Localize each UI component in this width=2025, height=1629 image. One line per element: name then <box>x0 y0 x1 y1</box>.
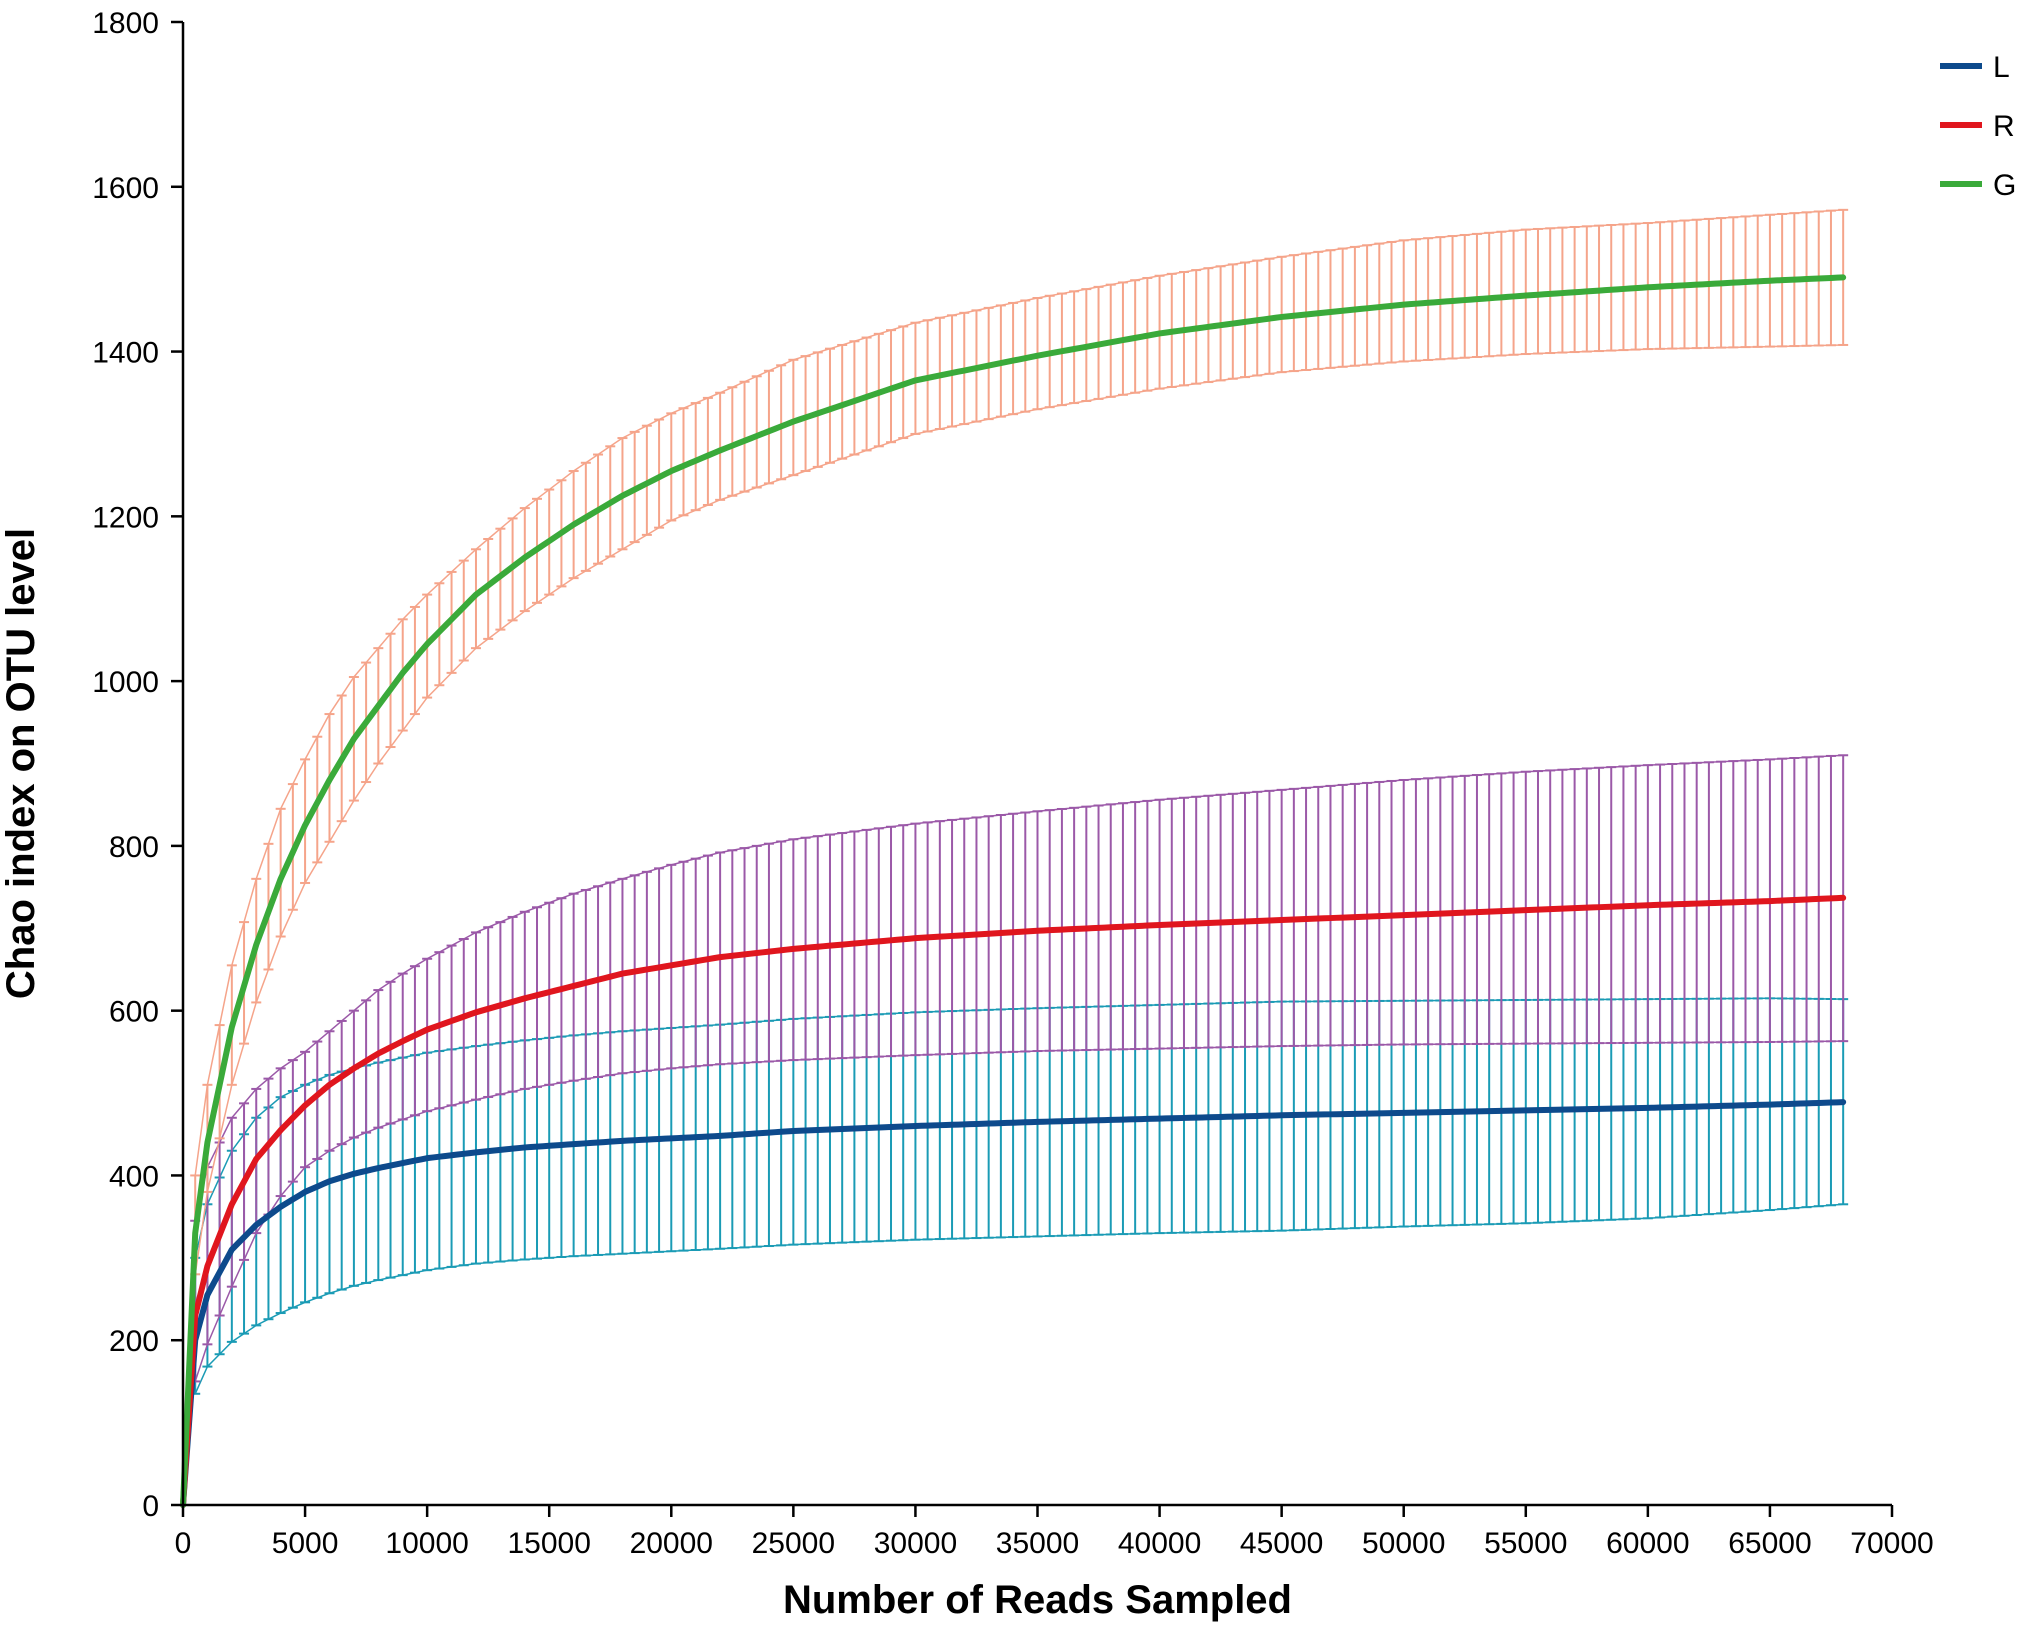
series-line-G <box>180 274 1847 1508</box>
y-tick-label: 1400 <box>92 337 159 370</box>
x-ticks: 0 5000 10000 15000 20000 25000 30000 35000 40000… <box>175 1505 1934 1560</box>
y-ticks: 0 200 400 600 800 1000 1200 1400 1600 1800 <box>92 7 183 1523</box>
error-envelope-lower <box>194 1203 1844 1395</box>
x-tick-label: 65000 <box>1728 1527 1811 1560</box>
y-tick-label: 200 <box>109 1325 159 1358</box>
series-line-R <box>180 894 1847 1508</box>
y-tick-label: 1000 <box>92 666 159 699</box>
x-tick-label: 0 <box>175 1527 192 1560</box>
x-tick-label: 25000 <box>752 1527 835 1560</box>
error-envelope-lower <box>194 344 1844 1275</box>
x-tick-label: 35000 <box>996 1527 1079 1560</box>
x-tick-label: 5000 <box>272 1527 339 1560</box>
x-tick-label: 45000 <box>1240 1527 1323 1560</box>
error-bars-R <box>190 754 1849 1383</box>
y-tick-label: 800 <box>109 831 159 864</box>
x-tick-label: 50000 <box>1362 1527 1445 1560</box>
legend: LRG <box>1940 51 2016 202</box>
legend-label-L: L <box>1993 51 2010 84</box>
error-envelope-upper <box>194 209 1844 1176</box>
y-tick-label: 1800 <box>92 7 159 40</box>
x-tick-label: 40000 <box>1118 1527 1201 1560</box>
legend-label-R: R <box>1993 110 2015 143</box>
error-envelope-lower <box>194 1040 1844 1382</box>
x-tick-label: 20000 <box>630 1527 713 1560</box>
error-envelope-upper <box>194 997 1844 1259</box>
x-axis-title: Number of Reads Sampled <box>783 1578 1292 1622</box>
y-axis-title: Chao index on OTU level <box>0 528 43 999</box>
y-tick-label: 1200 <box>92 501 159 534</box>
y-tick-label: 600 <box>109 996 159 1029</box>
legend-label-G: G <box>1993 169 2016 202</box>
x-tick-label: 55000 <box>1484 1527 1567 1560</box>
error-bars-layer <box>190 208 1849 1395</box>
x-tick-label: 60000 <box>1606 1527 1689 1560</box>
y-tick-label: 1600 <box>92 172 159 205</box>
x-tick-label: 15000 <box>507 1527 590 1560</box>
error-bars-G <box>190 208 1849 1276</box>
y-tick-label: 0 <box>142 1490 159 1523</box>
x-tick-label: 10000 <box>385 1527 468 1560</box>
y-tick-label: 400 <box>109 1160 159 1193</box>
series-line-L <box>180 1099 1847 1508</box>
error-envelope-upper <box>194 754 1844 1221</box>
x-tick-label: 30000 <box>874 1527 957 1560</box>
x-tick-label: 70000 <box>1850 1527 1933 1560</box>
series-lines-layer <box>180 274 1847 1508</box>
